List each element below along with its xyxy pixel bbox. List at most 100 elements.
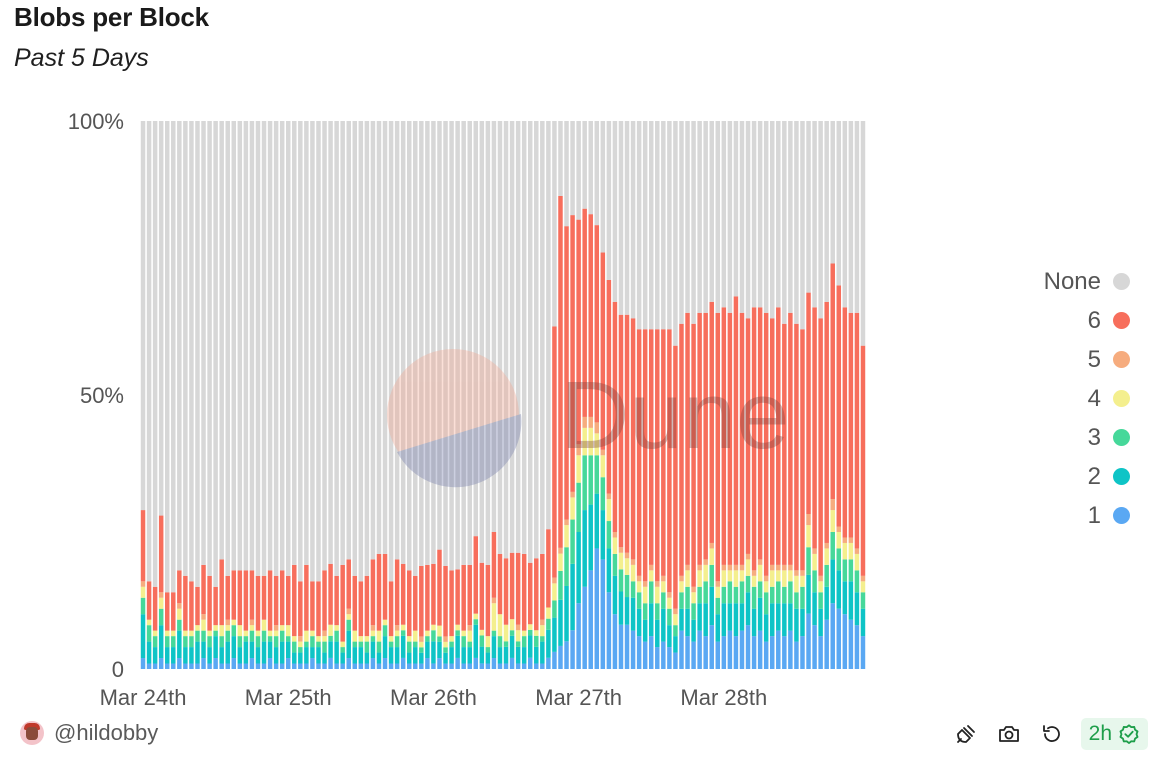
bar-11-series-2[interactable] xyxy=(207,647,212,664)
bar-69-series-1[interactable] xyxy=(558,645,563,669)
bar-70-series-2[interactable] xyxy=(564,585,569,642)
bar-92-series-6[interactable] xyxy=(697,312,702,565)
bar-22-series-2[interactable] xyxy=(273,647,279,664)
bar-6-series-2[interactable] xyxy=(177,630,182,659)
bar-53-series-1[interactable] xyxy=(461,663,466,669)
bar-33-series-3[interactable] xyxy=(340,647,345,653)
bar-91-series-1[interactable] xyxy=(691,641,696,669)
bar-65-series-None[interactable] xyxy=(534,121,539,559)
bar-92-series-4[interactable] xyxy=(697,570,702,587)
bar-18-series-5[interactable] xyxy=(249,619,255,626)
bar-47-series-3[interactable] xyxy=(425,636,430,642)
bar-75-series-1[interactable] xyxy=(594,548,600,669)
bar-116-series-None[interactable] xyxy=(842,121,848,308)
bar-116-series-3[interactable] xyxy=(842,559,848,582)
bar-53-series-None[interactable] xyxy=(461,121,466,565)
bar-89-series-2[interactable] xyxy=(679,608,684,631)
bar-39-series-2[interactable] xyxy=(376,652,382,664)
bar-27-series-4[interactable] xyxy=(304,630,309,642)
bar-104-series-4[interactable] xyxy=(769,570,775,587)
bar-13-series-3[interactable] xyxy=(219,636,224,648)
bar-76-series-None[interactable] xyxy=(600,121,606,253)
bar-111-series-5[interactable] xyxy=(812,548,817,554)
bar-31-series-6[interactable] xyxy=(328,563,333,625)
bar-83-series-6[interactable] xyxy=(642,329,648,582)
bar-110-series-5[interactable] xyxy=(806,514,811,526)
bar-51-series-6[interactable] xyxy=(449,570,454,637)
bar-7-series-1[interactable] xyxy=(183,663,188,669)
bar-25-series-4[interactable] xyxy=(292,636,297,642)
bar-30-series-3[interactable] xyxy=(322,641,327,653)
bar-59-series-None[interactable] xyxy=(497,121,503,554)
bar-58-series-2[interactable] xyxy=(491,636,497,659)
bar-118-series-3[interactable] xyxy=(854,570,860,593)
bar-75-series-2[interactable] xyxy=(594,493,600,549)
bar-108-series-None[interactable] xyxy=(794,121,799,324)
bar-62-series-4[interactable] xyxy=(515,630,521,642)
bar-96-series-5[interactable] xyxy=(721,564,727,571)
bar-111-series-6[interactable] xyxy=(812,307,817,549)
bar-5-series-6[interactable] xyxy=(171,592,176,631)
bar-116-series-2[interactable] xyxy=(842,581,848,615)
bar-72-series-5[interactable] xyxy=(576,444,581,456)
bar-90-series-6[interactable] xyxy=(685,312,690,565)
bar-88-series-2[interactable] xyxy=(673,636,678,653)
bar-22-series-None[interactable] xyxy=(273,121,279,576)
bar-54-series-2[interactable] xyxy=(467,647,472,664)
bar-100-series-2[interactable] xyxy=(745,592,751,626)
bar-1-series-6[interactable] xyxy=(146,581,152,620)
bar-113-series-3[interactable] xyxy=(824,564,829,587)
bar-88-series-1[interactable] xyxy=(673,652,678,669)
bar-114-series-1[interactable] xyxy=(830,603,835,669)
bar-100-series-1[interactable] xyxy=(745,625,751,669)
bar-99-series-4[interactable] xyxy=(739,570,745,582)
bar-115-series-5[interactable] xyxy=(836,526,842,532)
bar-101-series-5[interactable] xyxy=(751,570,757,576)
bar-116-series-6[interactable] xyxy=(842,307,848,538)
bar-107-series-3[interactable] xyxy=(788,581,793,604)
bar-78-series-5[interactable] xyxy=(612,532,618,538)
bar-70-series-5[interactable] xyxy=(564,519,569,526)
bar-47-series-6[interactable] xyxy=(425,564,430,631)
bar-94-series-6[interactable] xyxy=(709,301,714,543)
bar-97-series-2[interactable] xyxy=(727,603,733,631)
bar-68-series-6[interactable] xyxy=(552,326,557,578)
bar-3-series-4[interactable] xyxy=(158,597,164,609)
bar-106-series-2[interactable] xyxy=(782,603,787,637)
bar-47-series-1[interactable] xyxy=(425,658,430,669)
bar-71-series-None[interactable] xyxy=(570,121,575,216)
bar-0-series-None[interactable] xyxy=(140,121,146,511)
bar-75-series-None[interactable] xyxy=(594,121,600,226)
bar-44-series-3[interactable] xyxy=(406,641,412,653)
bar-57-series-1[interactable] xyxy=(485,663,491,669)
bar-96-series-2[interactable] xyxy=(721,603,727,637)
bar-71-series-6[interactable] xyxy=(570,215,575,492)
bar-71-series-4[interactable] xyxy=(570,497,575,520)
bar-11-series-6[interactable] xyxy=(207,575,212,631)
bar-89-series-3[interactable] xyxy=(679,592,684,609)
bar-68-series-None[interactable] xyxy=(552,121,557,327)
bar-1-series-3[interactable] xyxy=(146,625,152,642)
bar-19-series-1[interactable] xyxy=(255,663,261,669)
bar-73-series-2[interactable] xyxy=(582,510,587,587)
bar-101-series-6[interactable] xyxy=(751,307,757,571)
bar-74-series-4[interactable] xyxy=(588,427,593,456)
bar-21-series-2[interactable] xyxy=(267,641,273,659)
bar-28-series-3[interactable] xyxy=(310,636,315,648)
bar-97-series-None[interactable] xyxy=(727,121,733,313)
bar-48-series-None[interactable] xyxy=(431,121,436,564)
bar-81-series-None[interactable] xyxy=(630,121,636,319)
bar-64-series-4[interactable] xyxy=(527,624,533,630)
bar-106-series-None[interactable] xyxy=(782,121,787,324)
bar-3-series-5[interactable] xyxy=(158,592,164,598)
bar-31-series-1[interactable] xyxy=(328,657,333,669)
bar-38-series-5[interactable] xyxy=(370,625,376,631)
bar-109-series-2[interactable] xyxy=(800,608,805,637)
bar-59-series-6[interactable] xyxy=(497,553,503,615)
bar-9-series-2[interactable] xyxy=(195,641,200,664)
bar-109-series-5[interactable] xyxy=(800,570,805,576)
bar-60-series-2[interactable] xyxy=(503,646,509,664)
bar-0-series-2[interactable] xyxy=(140,614,146,659)
bar-41-series-1[interactable] xyxy=(388,663,394,669)
bar-48-series-1[interactable] xyxy=(431,663,436,669)
